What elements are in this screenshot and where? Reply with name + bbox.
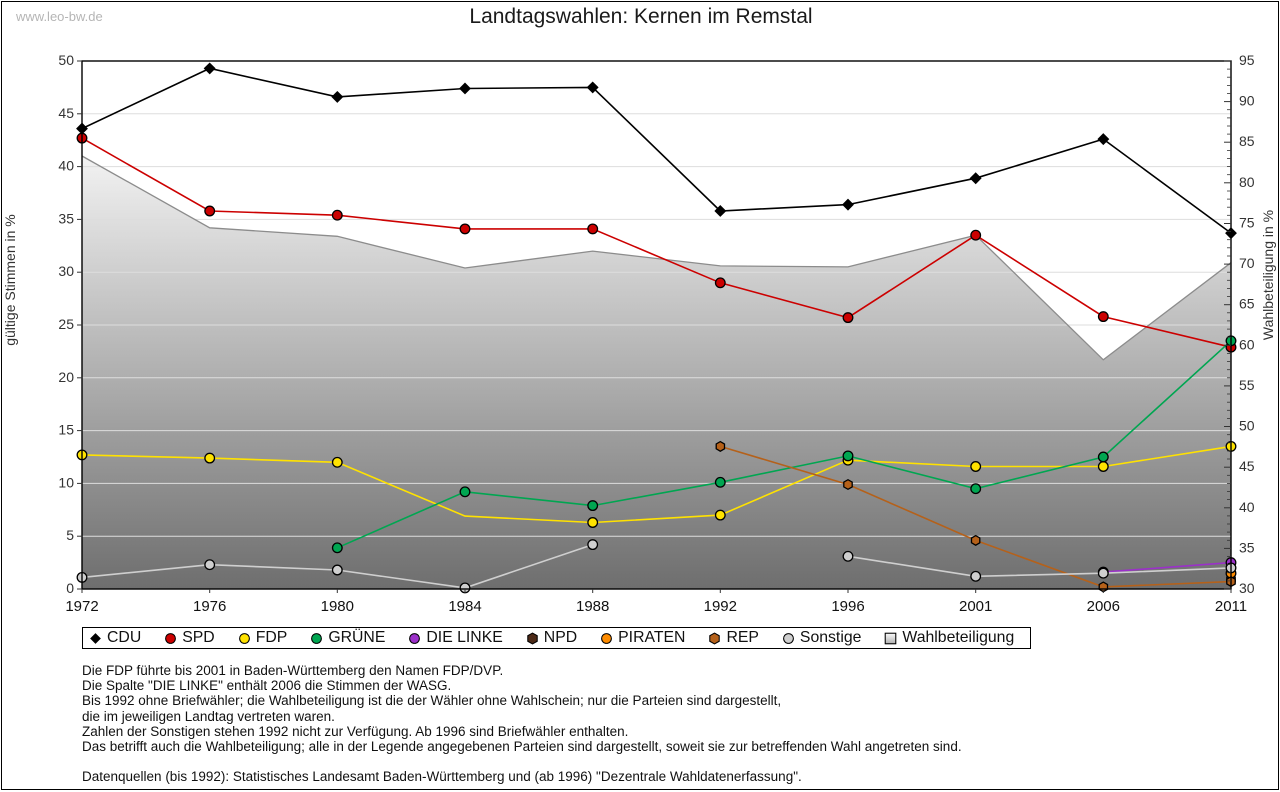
svg-text:40: 40 <box>1239 499 1255 515</box>
svg-text:75: 75 <box>1239 215 1255 231</box>
svg-text:1984: 1984 <box>448 598 481 615</box>
svg-text:0: 0 <box>66 580 74 596</box>
svg-text:2011: 2011 <box>1215 598 1247 615</box>
svg-text:25: 25 <box>58 316 74 332</box>
svg-text:60: 60 <box>1239 336 1255 352</box>
svg-text:10: 10 <box>58 474 74 490</box>
svg-text:45: 45 <box>1239 458 1255 474</box>
svg-text:85: 85 <box>1239 133 1255 149</box>
svg-text:5: 5 <box>66 527 74 543</box>
svg-text:50: 50 <box>58 52 74 68</box>
svg-text:65: 65 <box>1239 296 1255 312</box>
svg-text:1980: 1980 <box>321 598 354 615</box>
svg-text:1992: 1992 <box>704 598 737 615</box>
svg-text:50: 50 <box>1239 418 1255 434</box>
svg-text:20: 20 <box>58 369 74 385</box>
svg-text:2001: 2001 <box>959 598 992 615</box>
svg-text:1988: 1988 <box>576 598 609 615</box>
svg-text:35: 35 <box>1239 539 1255 555</box>
svg-text:30: 30 <box>1239 580 1255 596</box>
svg-text:55: 55 <box>1239 377 1255 393</box>
svg-text:45: 45 <box>58 105 74 121</box>
svg-text:1972: 1972 <box>65 598 98 615</box>
svg-text:2006: 2006 <box>1087 598 1120 615</box>
svg-text:30: 30 <box>58 263 74 279</box>
svg-text:15: 15 <box>58 422 74 438</box>
svg-text:1976: 1976 <box>193 598 226 615</box>
svg-text:35: 35 <box>58 210 74 226</box>
svg-text:70: 70 <box>1239 255 1255 271</box>
svg-text:95: 95 <box>1239 52 1255 68</box>
svg-text:40: 40 <box>58 158 74 174</box>
svg-text:90: 90 <box>1239 93 1255 109</box>
svg-text:80: 80 <box>1239 174 1255 190</box>
svg-text:1996: 1996 <box>831 598 864 615</box>
